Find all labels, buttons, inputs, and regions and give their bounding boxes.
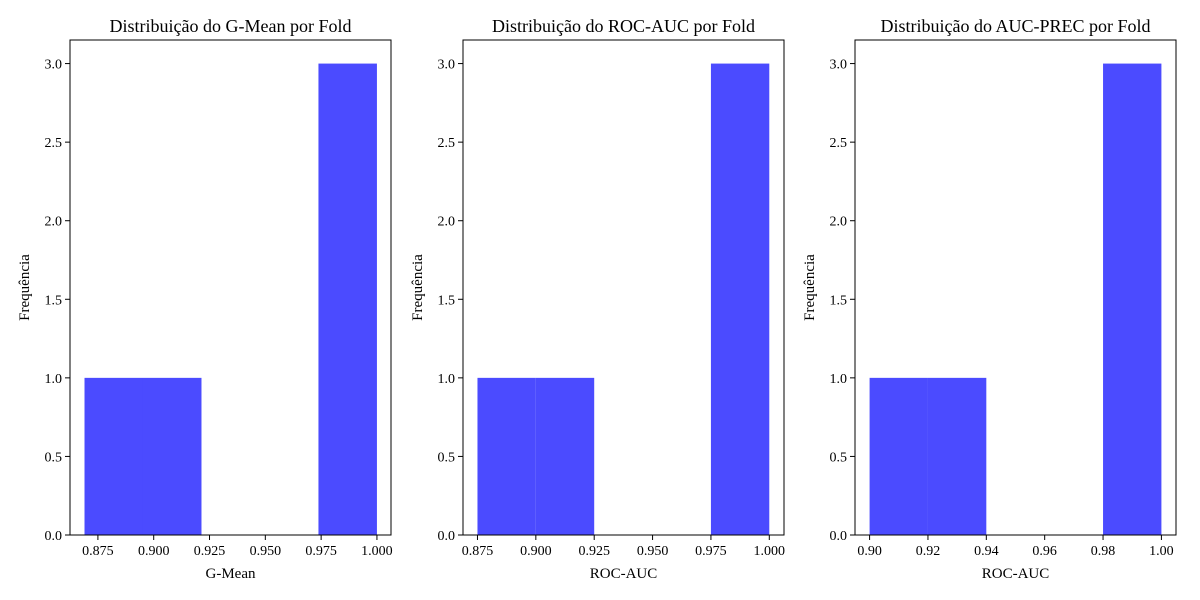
plot-frame <box>69 39 392 536</box>
histogram-bar <box>927 377 987 535</box>
histogram-bar <box>710 63 770 535</box>
x-tick-label: 0.98 <box>1091 544 1116 559</box>
y-tick-label: 2.5 <box>830 136 848 151</box>
x-tick-label: 0.900 <box>138 544 170 559</box>
x-tick-label: 0.925 <box>578 544 610 559</box>
y-axis-label: Frequência <box>410 254 426 321</box>
x-tick-label: 0.900 <box>520 544 552 559</box>
x-tick-label: 1.000 <box>361 544 393 559</box>
histogram-bar <box>535 377 595 535</box>
x-tick-label: 1.000 <box>754 544 786 559</box>
x-tick-label: 0.92 <box>916 544 941 559</box>
y-tick-label: 1.5 <box>45 293 63 308</box>
x-tick-label: 0.950 <box>250 544 282 559</box>
x-tick-label: 0.925 <box>194 544 226 559</box>
chart-title: Distribuição do G-Mean por Fold <box>110 16 352 36</box>
x-tick-label: 1.00 <box>1149 544 1174 559</box>
y-tick-label: 1.5 <box>438 293 456 308</box>
plot-frame <box>854 39 1177 536</box>
y-tick-label: 3.0 <box>45 58 63 73</box>
x-tick-label: 0.950 <box>637 544 669 559</box>
chart-panel-1: 0.875 0.900 0.925 0.950 0.975 1.000 0.0 0.5 1.0 1… <box>17 16 393 582</box>
y-tick-label: 3.0 <box>830 58 848 73</box>
x-tick-label: 0.875 <box>462 544 494 559</box>
y-tick-label: 3.0 <box>438 58 456 73</box>
plot-frame <box>462 39 785 536</box>
x-tick-label: 0.975 <box>305 544 337 559</box>
chart-title: Distribuição do ROC-AUC por Fold <box>492 16 755 36</box>
x-tick-label: 0.96 <box>1032 544 1057 559</box>
chart-panel-3: 0.90 0.92 0.94 0.96 0.98 1.00 0.0 0.5 1.0 1.5 2.0 2… <box>802 16 1177 582</box>
histogram-bar <box>142 377 202 535</box>
y-tick-label: 1.0 <box>45 372 63 387</box>
y-tick-label: 0.5 <box>438 450 456 465</box>
y-tick-label: 2.0 <box>45 215 63 230</box>
y-tick-label: 2.5 <box>45 136 63 151</box>
histogram-bar <box>869 377 928 535</box>
y-tick-label: 2.5 <box>438 136 456 151</box>
histogram-bar <box>84 377 143 535</box>
x-axis-label: ROC-AUC <box>590 566 658 582</box>
y-tick-label: 0.5 <box>45 450 63 465</box>
y-tick-label: 1.5 <box>830 293 848 308</box>
y-tick-label: 0.0 <box>830 529 848 544</box>
y-axis-label: Frequência <box>17 254 33 321</box>
x-axis-label: ROC-AUC <box>982 566 1050 582</box>
y-tick-label: 2.0 <box>438 215 456 230</box>
y-axis-label: Frequência <box>802 254 818 321</box>
y-tick-label: 0.0 <box>438 529 456 544</box>
x-tick-label: 0.90 <box>857 544 882 559</box>
histogram-bar <box>1103 63 1162 535</box>
x-tick-label: 0.875 <box>82 544 114 559</box>
y-tick-label: 0.5 <box>830 450 848 465</box>
x-axis-label: G-Mean <box>206 566 256 582</box>
histogram-bar <box>318 63 377 535</box>
y-tick-label: 2.0 <box>830 215 848 230</box>
chart-title: Distribuição do AUC-PREC por Fold <box>880 16 1150 36</box>
y-tick-label: 1.0 <box>438 372 456 387</box>
x-tick-label: 0.975 <box>695 544 727 559</box>
y-tick-label: 0.0 <box>45 529 63 544</box>
x-tick-label: 0.94 <box>974 544 999 559</box>
histogram-bar <box>477 377 536 535</box>
chart-panel-2: 0.875 0.900 0.925 0.950 0.975 1.000 0.0 0.5 1.0 1… <box>410 16 785 582</box>
y-tick-label: 1.0 <box>830 372 848 387</box>
